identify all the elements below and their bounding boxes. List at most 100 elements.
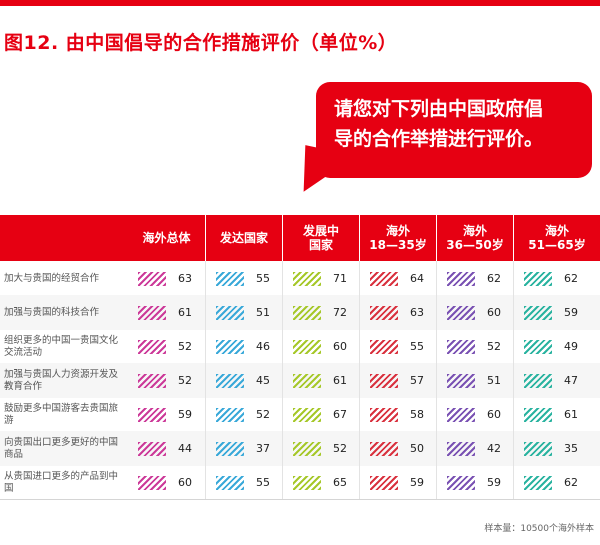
cell-age-36-50: 42	[437, 431, 514, 466]
value-overseas-total: 52	[178, 374, 192, 387]
hatched-swatch-overseas-total	[138, 340, 166, 354]
value-developed: 46	[256, 340, 270, 353]
hatched-swatch-overseas-total	[138, 306, 166, 320]
cell-age-51-65: 59	[514, 295, 591, 330]
cell-overseas-total: 59	[128, 397, 205, 432]
column-header-age-18-35-line2: 18—35岁	[369, 238, 427, 252]
value-age-36-50: 42	[487, 442, 501, 455]
hatched-swatch-age-36-50	[447, 340, 475, 354]
value-overseas-total: 63	[178, 272, 192, 285]
row-label: 鼓励更多中国游客去贵国旅游	[4, 402, 119, 426]
hatched-swatch-age-51-65	[524, 442, 552, 456]
value-age-18-35: 63	[410, 306, 424, 319]
hatched-swatch-developing	[293, 374, 321, 388]
column-divider	[282, 261, 283, 499]
table-row: 加强与贵国人力资源开发及教育合作 52 45 61 57 51 47	[0, 363, 600, 398]
value-age-18-35: 59	[410, 476, 424, 489]
value-developed: 55	[256, 272, 270, 285]
cell-developed: 37	[206, 431, 283, 466]
column-header-age-36-50-line2: 36—50岁	[446, 238, 504, 252]
hatched-swatch-developed	[216, 476, 244, 490]
hatched-swatch-age-51-65	[524, 408, 552, 422]
value-developed: 52	[256, 408, 270, 421]
cell-age-18-35: 59	[360, 465, 437, 500]
value-age-36-50: 60	[487, 306, 501, 319]
cell-overseas-total: 61	[128, 295, 205, 330]
value-age-18-35: 64	[410, 272, 424, 285]
row-label: 组织更多的中国一贵国文化交流活动	[4, 334, 119, 358]
table-row: 加强与贵国的科技合作 61 51 72 63 60 59	[0, 295, 600, 330]
header-divider	[436, 215, 437, 261]
hatched-swatch-developing	[293, 408, 321, 422]
hatched-swatch-developed	[216, 374, 244, 388]
hatched-swatch-overseas-total	[138, 442, 166, 456]
question-line-2: 导的合作举措进行评价。	[334, 128, 544, 150]
column-divider	[513, 261, 514, 499]
sample-size-note: 样本量：10500个海外样本	[484, 524, 594, 534]
cell-developed: 45	[206, 363, 283, 398]
cell-age-18-35: 63	[360, 295, 437, 330]
value-age-51-65: 47	[564, 374, 578, 387]
cell-overseas-total: 44	[128, 431, 205, 466]
cell-age-18-35: 64	[360, 261, 437, 296]
value-age-36-50: 62	[487, 272, 501, 285]
hatched-swatch-age-51-65	[524, 272, 552, 286]
cell-developed: 51	[206, 295, 283, 330]
hatched-swatch-age-36-50	[447, 408, 475, 422]
table-bottom-line	[0, 499, 600, 500]
header-divider	[205, 215, 206, 261]
cell-developed: 55	[206, 465, 283, 500]
cell-developing: 71	[283, 261, 360, 296]
row-label: 加强与贵国人力资源开发及教育合作	[4, 368, 119, 392]
value-developing: 71	[333, 272, 347, 285]
value-age-18-35: 55	[410, 340, 424, 353]
column-divider	[436, 261, 437, 499]
hatched-swatch-age-51-65	[524, 306, 552, 320]
hatched-swatch-overseas-total	[138, 408, 166, 422]
value-overseas-total: 52	[178, 340, 192, 353]
hatched-swatch-age-36-50	[447, 442, 475, 456]
table-row: 加大与贵国的经贸合作 63 55 71 64 62 62	[0, 261, 600, 296]
cell-developed: 55	[206, 261, 283, 296]
value-age-36-50: 52	[487, 340, 501, 353]
header-divider	[359, 215, 360, 261]
value-developing: 61	[333, 374, 347, 387]
value-developing: 60	[333, 340, 347, 353]
value-age-51-65: 62	[564, 272, 578, 285]
hatched-swatch-overseas-total	[138, 476, 166, 490]
value-developing: 52	[333, 442, 347, 455]
value-age-51-65: 35	[564, 442, 578, 455]
cell-age-36-50: 59	[437, 465, 514, 500]
cell-developing: 60	[283, 329, 360, 364]
cell-age-18-35: 58	[360, 397, 437, 432]
hatched-swatch-age-18-35	[370, 408, 398, 422]
cell-age-51-65: 47	[514, 363, 591, 398]
row-label: 从贵国进口更多的产品到中国	[4, 470, 119, 494]
value-developed: 51	[256, 306, 270, 319]
value-age-51-65: 62	[564, 476, 578, 489]
hatched-swatch-developed	[216, 442, 244, 456]
hatched-swatch-overseas-total	[138, 374, 166, 388]
column-header-developing-line1: 发展中	[302, 224, 339, 238]
hatched-swatch-developing	[293, 272, 321, 286]
hatched-swatch-age-18-35	[370, 476, 398, 490]
hatched-swatch-age-36-50	[447, 272, 475, 286]
hatched-swatch-age-18-35	[370, 306, 398, 320]
cell-age-36-50: 62	[437, 261, 514, 296]
column-header-developing-line2: 国家	[308, 238, 333, 252]
table-row: 向贵国出口更多更好的中国商品 44 37 52 50 42 35	[0, 431, 600, 466]
hatched-swatch-developed	[216, 306, 244, 320]
column-header-age-51-65-line1: 海外	[544, 224, 569, 238]
hatched-swatch-developing	[293, 306, 321, 320]
cell-age-51-65: 35	[514, 431, 591, 466]
hatched-swatch-developing	[293, 442, 321, 456]
column-header-age-51-65: 海外 51—65岁	[514, 215, 600, 261]
table-row: 从贵国进口更多的产品到中国 60 55 65 59 59 62	[0, 465, 600, 500]
cell-age-51-65: 61	[514, 397, 591, 432]
row-label: 加大与贵国的经贸合作	[4, 272, 100, 284]
cell-developing: 65	[283, 465, 360, 500]
value-developing: 72	[333, 306, 347, 319]
value-developing: 67	[333, 408, 347, 421]
chart-title: 图12. 由中国倡导的合作措施评价（单位%）	[4, 32, 398, 54]
cell-age-51-65: 62	[514, 261, 591, 296]
